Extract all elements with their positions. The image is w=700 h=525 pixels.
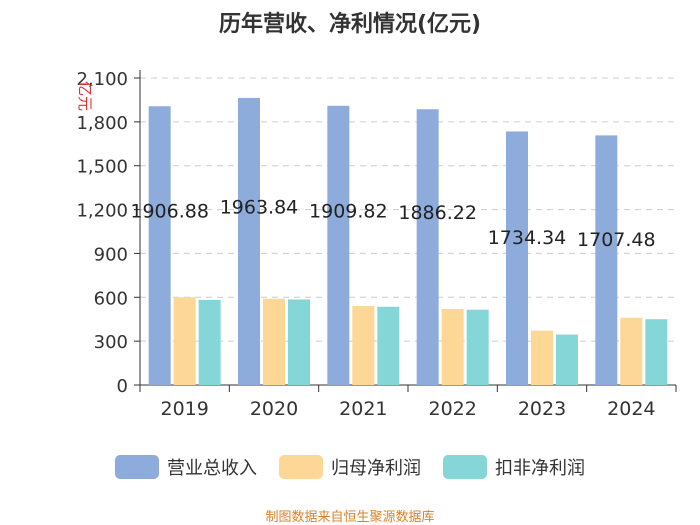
legend-item[interactable]: 扣非净利润 (443, 454, 585, 480)
bar-扣非净利润-2019 (198, 299, 221, 385)
bar-营业总收入-2023 (506, 131, 528, 385)
gridlines (140, 77, 676, 342)
legend-label: 扣非净利润 (495, 458, 585, 479)
data-label: 1734.34 (488, 227, 567, 249)
data-label: 1886.22 (398, 202, 477, 224)
y-tick-label: 1,200 (76, 201, 128, 222)
legend-swatch (115, 455, 159, 479)
bar-扣非净利润-2021 (377, 306, 400, 385)
bar-扣非净利润-2023 (556, 334, 578, 385)
bar-营业总收入-2019 (148, 106, 171, 386)
y-tick-label: 300 (94, 332, 128, 353)
data-label: 1707.48 (577, 229, 656, 251)
legend-label: 归母净利润 (331, 458, 421, 479)
bar-扣非净利润-2022 (466, 309, 489, 385)
bar-营业总收入-2021 (327, 105, 350, 386)
bar-归母净利润-2020 (263, 298, 285, 385)
y-tick-label: 900 (94, 244, 128, 265)
y-tick-label: 600 (94, 288, 128, 309)
data-labels: 1906.88 1963.84 1909.82 1886.22 1734.34 1707.… (130, 196, 655, 251)
bar-归母净利润-2022 (441, 308, 464, 385)
x-tick-label: 2022 (428, 398, 476, 420)
bar-归母净利润-2021 (352, 306, 375, 385)
x-tick-label: 2020 (250, 398, 298, 420)
x-tick-label: 2024 (607, 398, 655, 420)
bar-归母净利润-2023 (531, 330, 553, 385)
chart-title: 历年营收、净利情况(亿元) (218, 12, 482, 37)
bar-营业总收入-2020 (238, 97, 260, 385)
bar-chart: 0 300 600 900 1,200 1,500 1,800 2,100 2019 2020 20… (76, 69, 677, 420)
legend: 营业总收入 归母净利润 扣非净利润 (0, 452, 700, 482)
legend-swatch (443, 455, 487, 479)
bar-营业总收入-2022 (416, 109, 439, 386)
data-source-footer: 制图数据来自恒生聚源数据库 (265, 510, 435, 525)
data-label: 1909.82 (309, 200, 388, 222)
y-tick-label: 0 (117, 376, 128, 397)
y-axis-label: 亿元 (76, 81, 94, 111)
bar-归母净利润-2019 (173, 297, 196, 385)
y-tick-label: 1,500 (76, 157, 128, 178)
legend-swatch (279, 455, 323, 479)
legend-item[interactable]: 营业总收入 (115, 454, 257, 480)
data-label: 1963.84 (220, 196, 299, 218)
axes: 0 300 600 900 1,200 1,500 1,800 2,100 2019 2020 20… (76, 69, 677, 420)
data-label: 1906.88 (130, 201, 209, 223)
bar-扣非净利润-2024 (645, 319, 668, 385)
bar-扣非净利润-2020 (288, 299, 310, 385)
y-tick-label: 1,800 (76, 113, 128, 134)
bar-营业总收入-2024 (595, 135, 618, 385)
x-tick-label: 2023 (518, 398, 566, 420)
x-tick-label: 2021 (339, 398, 387, 420)
legend-item[interactable]: 归母净利润 (279, 454, 421, 480)
y-tick-label: 2,100 (76, 69, 128, 90)
bars (148, 97, 668, 386)
x-tick-label: 2019 (160, 398, 208, 420)
legend-label: 营业总收入 (167, 458, 257, 479)
bar-归母净利润-2024 (620, 317, 643, 385)
